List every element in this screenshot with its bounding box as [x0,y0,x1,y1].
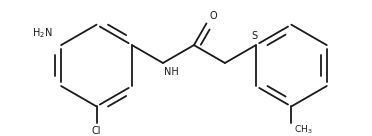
Text: Cl: Cl [92,126,101,136]
Text: O: O [209,11,217,21]
Text: H$_2$N: H$_2$N [32,26,52,40]
Text: S: S [251,31,258,41]
Text: CH$_3$: CH$_3$ [294,123,312,136]
Text: NH: NH [164,67,179,77]
